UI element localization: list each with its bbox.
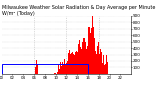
Bar bbox=[2, 64, 88, 74]
Text: Milwaukee Weather Solar Radiation & Day Average per Minute W/m² (Today): Milwaukee Weather Solar Radiation & Day … bbox=[2, 5, 155, 16]
